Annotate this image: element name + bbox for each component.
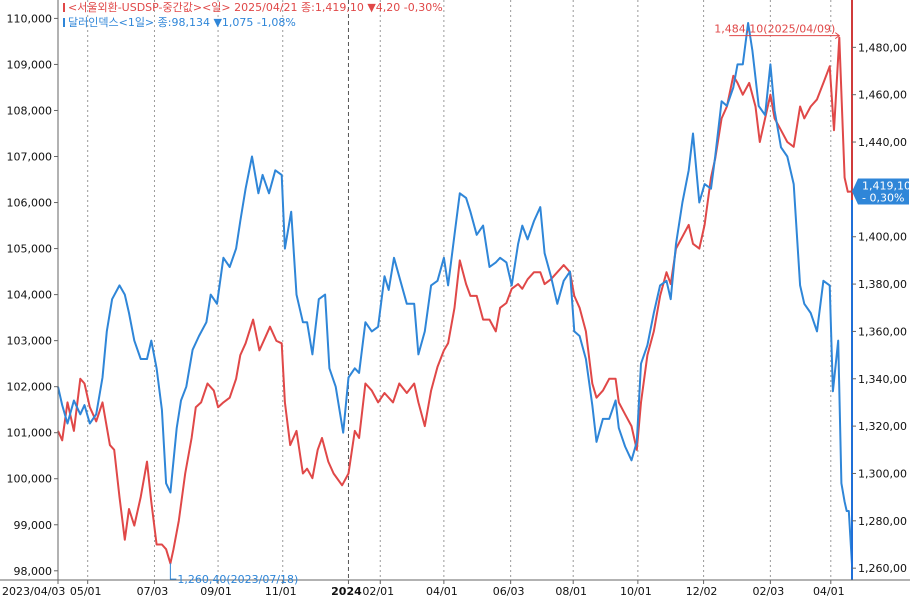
last-value-tag: 1,419,10- 0,30%: [852, 178, 910, 205]
left-tick-label: 105,000: [7, 243, 53, 256]
left-tick-label: 102,000: [7, 381, 53, 394]
right-tick-label: 1,400,00: [858, 231, 907, 244]
legend-entry: <서울외환-USDSP-중간값><일> 2025/04/21 종:1,419,1…: [68, 0, 443, 14]
left-tick-label: 108,000: [7, 104, 53, 117]
legend-swatch: [63, 18, 65, 27]
left-tick-label: 107,000: [7, 151, 53, 164]
left-tick-label: 104,000: [7, 289, 53, 302]
x-tick-label: 12/02: [686, 585, 718, 598]
left-tick-label: 98,000: [14, 565, 53, 578]
dollar-index-series-line: [57, 22, 853, 565]
x-tick-label: 04/01: [813, 585, 845, 598]
left-tick-label: 103,000: [7, 335, 53, 348]
legend: <서울외환-USDSP-중간값><일> 2025/04/21 종:1,419,1…: [63, 0, 443, 29]
x-tick-label: 02/01: [362, 585, 394, 598]
low-annotation-label: 1,260,40(2023/07/18): [177, 573, 298, 586]
x-tick-label: 02/03: [753, 585, 785, 598]
high-annotation-arrow: [834, 32, 841, 40]
x-tick-label: 05/01: [70, 585, 102, 598]
x-tick-label: 06/03: [493, 585, 525, 598]
x-tick-label: 08/01: [555, 585, 587, 598]
legend-swatch: [63, 3, 65, 12]
x-tick-label: 11/01: [265, 585, 297, 598]
right-tick-label: 1,280,00: [858, 515, 907, 528]
series-layer: [57, 22, 853, 565]
left-tick-label: 99,000: [14, 519, 53, 532]
left-y-ticks: 98,000 99,000 100,000 101,000 102,000 103,000…: [7, 12, 58, 578]
x-tick-label: 2023/04/03: [2, 585, 65, 598]
left-tick-label: 100,000: [7, 473, 53, 486]
right-tick-label: 1,260,00: [858, 562, 907, 575]
right-tick-label: 1,480,00: [858, 41, 907, 54]
low-annotation-leader: [169, 563, 177, 580]
right-tick-label: 1,440,00: [858, 136, 907, 149]
x-ticks: 2023/04/03 05/01 07/03 09/01 11/01 2024 02/01 0…: [2, 580, 845, 598]
last-value-tag-line: 1,419,10: [862, 180, 910, 193]
x-tick-label: 09/01: [200, 585, 232, 598]
right-tick-label: 1,340,00: [858, 373, 907, 386]
x-tick-label: 2024: [331, 585, 362, 598]
axes: [0, 0, 910, 581]
left-tick-label: 106,000: [7, 197, 53, 210]
last-value-tag-box: [852, 178, 909, 205]
annotations: 1,484,10(2025/04/09) 1,260,40(2023/07/18): [169, 23, 841, 586]
right-tick-label: 1,360,00: [858, 325, 907, 338]
right-tick-label: 1,320,00: [858, 420, 907, 433]
right-y-ticks: 1,260,00 1,280,00 1,300,00 1,320,00 1,340,00…: [852, 41, 907, 575]
right-tick-label: 1,300,00: [858, 467, 907, 480]
x-tick-label: 07/03: [137, 585, 169, 598]
left-tick-label: 109,000: [7, 58, 53, 71]
last-value-tag-line: - 0,30%: [862, 192, 904, 205]
x-tick-label: 10/01: [620, 585, 652, 598]
usdkrw-series-line: [57, 36, 853, 565]
legend-entry: 달러인덱스<1일> 종:98,134 ▼1,075 -1,08%: [68, 15, 296, 29]
right-tick-label: 1,380,00: [858, 278, 907, 291]
left-tick-label: 110,000: [7, 12, 53, 25]
x-tick-label: 04/01: [426, 585, 458, 598]
left-tick-label: 101,000: [7, 427, 53, 440]
right-tick-label: 1,460,00: [858, 89, 907, 102]
high-annotation-label: 1,484,10(2025/04/09): [714, 23, 835, 36]
